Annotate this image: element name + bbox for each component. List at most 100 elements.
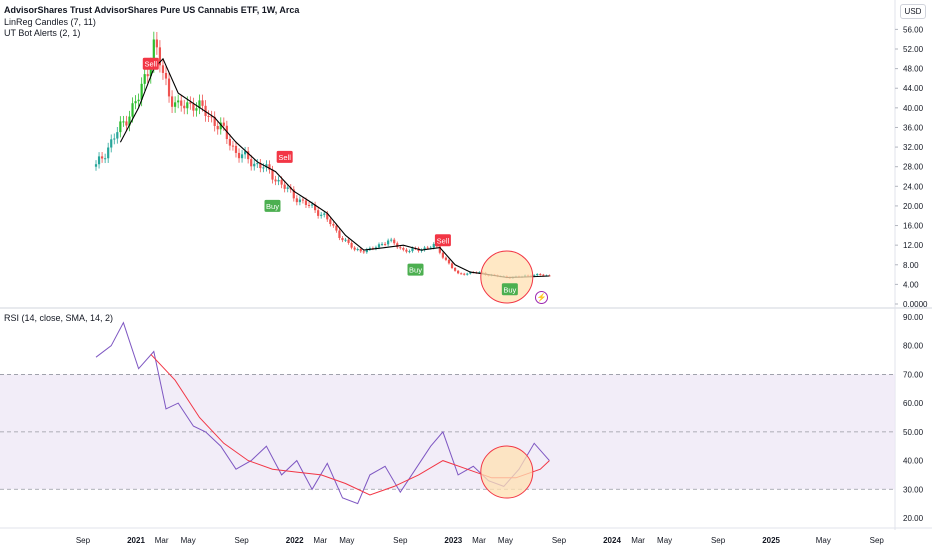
candle-body (383, 243, 387, 245)
candle-body (186, 102, 189, 109)
candle-body (359, 249, 362, 252)
candle-body (396, 243, 399, 248)
candle-body (429, 247, 432, 249)
candle-body (405, 249, 408, 252)
price-tick-label: 52.00 (903, 45, 924, 54)
candle-body (539, 274, 542, 276)
candle-body (292, 189, 295, 199)
candle-body (265, 164, 268, 168)
candle-body (344, 239, 347, 241)
time-tick-label: Sep (235, 536, 250, 545)
time-tick-label: 2023 (444, 536, 462, 545)
lightning-icon[interactable]: ⚡ (535, 291, 548, 304)
candle-body (444, 257, 448, 260)
candle-body (253, 163, 256, 167)
buy-signal-badge (264, 199, 281, 212)
sell-signal-badge (276, 150, 293, 163)
rsi-highlight-circle (480, 445, 534, 499)
candle-body (374, 247, 378, 249)
rsi-tick-label: 30.00 (903, 485, 924, 494)
candle-body (329, 219, 332, 225)
candle-body (177, 100, 180, 103)
candle-body (310, 204, 314, 206)
candle-body (228, 139, 231, 146)
candle-body (140, 83, 143, 100)
candle-body (161, 65, 165, 73)
candle-body (143, 74, 146, 84)
candle-body (268, 164, 271, 170)
candle-body (280, 179, 283, 185)
candle-body (332, 224, 335, 226)
candle-body (377, 244, 381, 248)
candle-body (210, 116, 213, 118)
candle-body (450, 263, 454, 269)
candle-body (368, 248, 371, 250)
candle-body (271, 169, 274, 180)
candle-body (94, 164, 98, 167)
currency-badge[interactable]: USD (900, 4, 926, 19)
candle-body (411, 248, 414, 252)
candle-body (447, 259, 451, 264)
buy-signal-label: Buy (409, 266, 422, 275)
rsi-tick-label: 50.00 (903, 428, 924, 437)
candle-body (463, 273, 466, 275)
price-tick-label: 48.00 (903, 65, 924, 74)
candle-body (149, 65, 152, 77)
candle-body (457, 270, 460, 274)
candle-body (247, 151, 250, 160)
candle-body (365, 249, 368, 253)
candle-body (256, 163, 259, 165)
buy-signal-label: Buy (266, 202, 279, 211)
candle-body (128, 116, 131, 126)
candle-body (469, 272, 472, 274)
candle-body (304, 200, 308, 205)
candle-body (100, 156, 104, 159)
sell-signal-label: Sell (437, 236, 450, 245)
candle-body (125, 121, 128, 126)
candle-body (195, 108, 198, 111)
price-tick-label: 8.00 (903, 261, 919, 270)
candle-body (158, 47, 162, 66)
candle-body (432, 243, 435, 248)
time-tick-label: Mar (631, 536, 645, 545)
candle-body (259, 163, 262, 169)
candle-body (222, 122, 225, 126)
candle-body (353, 247, 356, 250)
candle-body (183, 105, 186, 109)
candle-body (341, 238, 344, 241)
time-tick-label: May (498, 536, 513, 545)
candle-body (478, 272, 481, 274)
candle-body (231, 145, 235, 147)
candle-body (207, 115, 210, 117)
candle-body (107, 147, 110, 159)
candle-body (113, 138, 116, 140)
candle-body (438, 246, 441, 253)
time-tick-label: May (657, 536, 672, 545)
time-tick-label: 2022 (286, 536, 304, 545)
time-tick-label: Mar (155, 536, 169, 545)
time-tick-label: May (816, 536, 831, 545)
candle-body (234, 145, 238, 153)
candle-body (466, 273, 469, 275)
rsi-tick-label: 70.00 (903, 370, 924, 379)
time-tick-label: Sep (76, 536, 91, 545)
indicator-linreg-label[interactable]: LinReg Candles (7, 11) (4, 17, 96, 27)
candle-body (307, 204, 311, 206)
candle-body (548, 275, 551, 277)
price-tick-label: 40.00 (903, 104, 924, 113)
candle-body (167, 78, 171, 97)
sell-signal-badge (142, 57, 159, 70)
rsi-tick-label: 80.00 (903, 342, 924, 351)
candle-body (122, 121, 125, 123)
indicator-utbot-label[interactable]: UT Bot Alerts (2, 1) (4, 28, 81, 38)
candle-body (274, 179, 277, 182)
time-tick-label: May (181, 536, 196, 545)
price-tick-label: 28.00 (903, 163, 924, 172)
price-tick-label: 24.00 (903, 182, 924, 191)
candle-body (298, 199, 301, 203)
candle-body (335, 225, 338, 231)
price-tick-label: 36.00 (903, 123, 924, 132)
price-highlight-circle (480, 250, 534, 304)
rsi-label[interactable]: RSI (14, close, SMA, 14, 2) (4, 313, 114, 323)
